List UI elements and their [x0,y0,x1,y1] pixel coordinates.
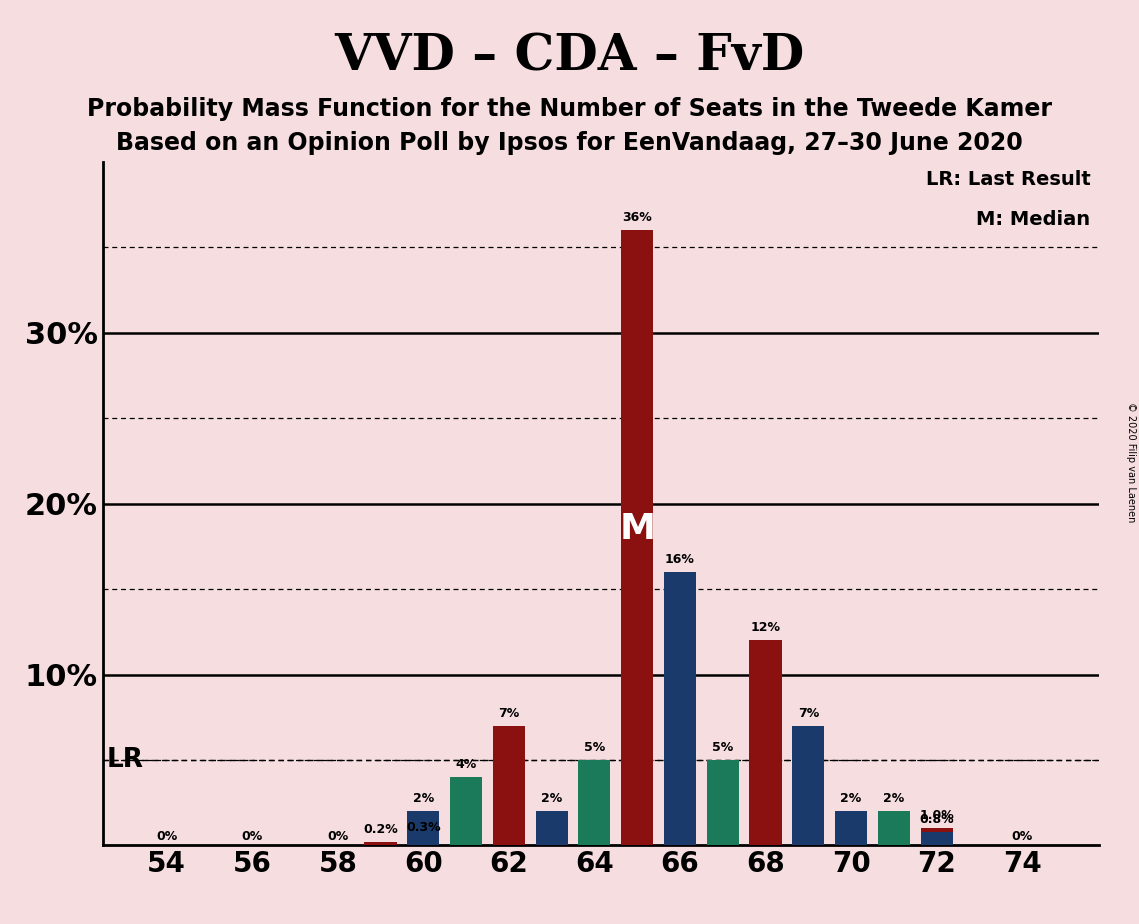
Text: 0%: 0% [156,830,178,843]
Text: Based on an Opinion Poll by Ipsos for EenVandaag, 27–30 June 2020: Based on an Opinion Poll by Ipsos for Ee… [116,131,1023,155]
Text: 0%: 0% [1011,830,1033,843]
Text: © 2020 Filip van Laenen: © 2020 Filip van Laenen [1126,402,1136,522]
Text: 0%: 0% [241,830,263,843]
Text: 2%: 2% [883,792,904,806]
Text: 0.8%: 0.8% [919,813,953,826]
Bar [706,760,739,845]
Bar [408,811,440,845]
Text: 0.3%: 0.3% [405,821,441,834]
Bar [920,832,952,845]
Text: Probability Mass Function for the Number of Seats in the Tweede Kamer: Probability Mass Function for the Number… [87,97,1052,121]
Text: M: Median: M: Median [976,210,1090,228]
Text: 2%: 2% [541,792,563,806]
Text: 2%: 2% [412,792,434,806]
Bar [450,777,482,845]
Bar [878,811,910,845]
Bar [579,760,611,845]
Text: VVD – CDA – FvD: VVD – CDA – FvD [335,32,804,81]
Text: LR: LR [107,747,144,773]
Text: 12%: 12% [751,621,780,635]
Text: M: M [620,512,655,546]
Bar [621,230,654,845]
Bar [493,726,525,845]
Text: 4%: 4% [456,758,477,772]
Bar [408,840,440,845]
Text: 5%: 5% [584,741,605,754]
Bar [793,726,825,845]
Bar [364,842,396,845]
Bar [835,811,867,845]
Text: 1.0%: 1.0% [919,809,954,822]
Text: 5%: 5% [712,741,734,754]
Text: 7%: 7% [498,707,519,720]
Bar [749,640,781,845]
Text: 36%: 36% [622,211,652,225]
Text: 0.2%: 0.2% [363,823,398,836]
Text: 16%: 16% [665,553,695,566]
Bar [664,572,696,845]
Text: 0%: 0% [327,830,349,843]
Text: 2%: 2% [841,792,862,806]
Text: 7%: 7% [797,707,819,720]
Bar [535,811,567,845]
Bar [920,829,952,845]
Text: LR: Last Result: LR: Last Result [926,170,1090,189]
